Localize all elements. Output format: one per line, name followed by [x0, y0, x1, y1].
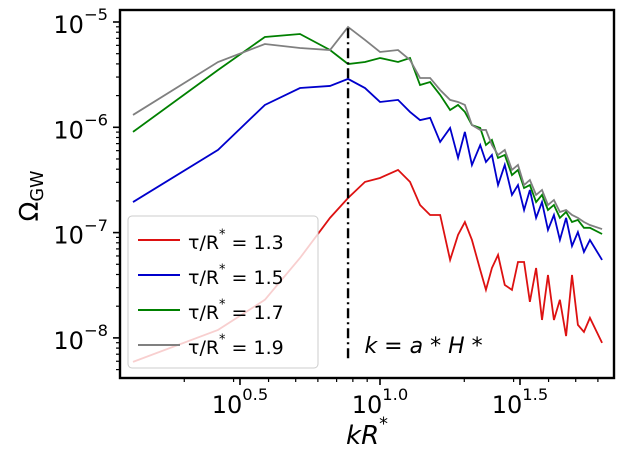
x-tick-label: 100.5​ [212, 385, 269, 419]
legend-label: τ/R* = 1.7 [188, 297, 284, 324]
x-axis-label: kR*​ [346, 414, 388, 450]
y-tick-label: 10−7​ [53, 215, 108, 249]
y-tick-label: 10−6​ [53, 110, 108, 144]
x-tick-label: 101.0​ [352, 385, 409, 419]
legend-box [127, 215, 319, 369]
series-line [132, 168, 603, 363]
series-line [132, 77, 603, 261]
y-tick-label: 10−5​ [53, 5, 108, 39]
y-axis-label: ΩGW​ [15, 170, 48, 221]
plot-frame [118, 8, 616, 380]
annotation: k = a * H * [364, 334, 482, 359]
legend-label: τ/R* = 1.3 [188, 227, 284, 254]
series-line [132, 25, 603, 230]
series-line [132, 33, 603, 235]
legend-label: τ/R* = 1.9 [188, 332, 284, 359]
y-tick-label: 10−8​ [53, 321, 108, 355]
legend-label: τ/R* = 1.5 [188, 262, 284, 289]
x-tick-label: 101.5​ [492, 385, 549, 419]
